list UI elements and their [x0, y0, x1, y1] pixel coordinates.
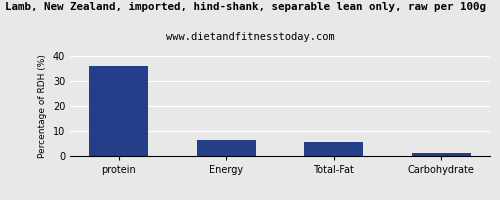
Text: Lamb, New Zealand, imported, hind-shank, separable lean only, raw per 100g: Lamb, New Zealand, imported, hind-shank,… [5, 2, 486, 12]
Bar [196, 140, 256, 156]
Text: www.dietandfitnesstoday.com: www.dietandfitnesstoday.com [166, 32, 334, 42]
Bar [304, 142, 364, 156]
Y-axis label: Percentage of RDH (%): Percentage of RDH (%) [38, 54, 47, 158]
Bar [89, 66, 148, 156]
Bar [412, 153, 471, 156]
